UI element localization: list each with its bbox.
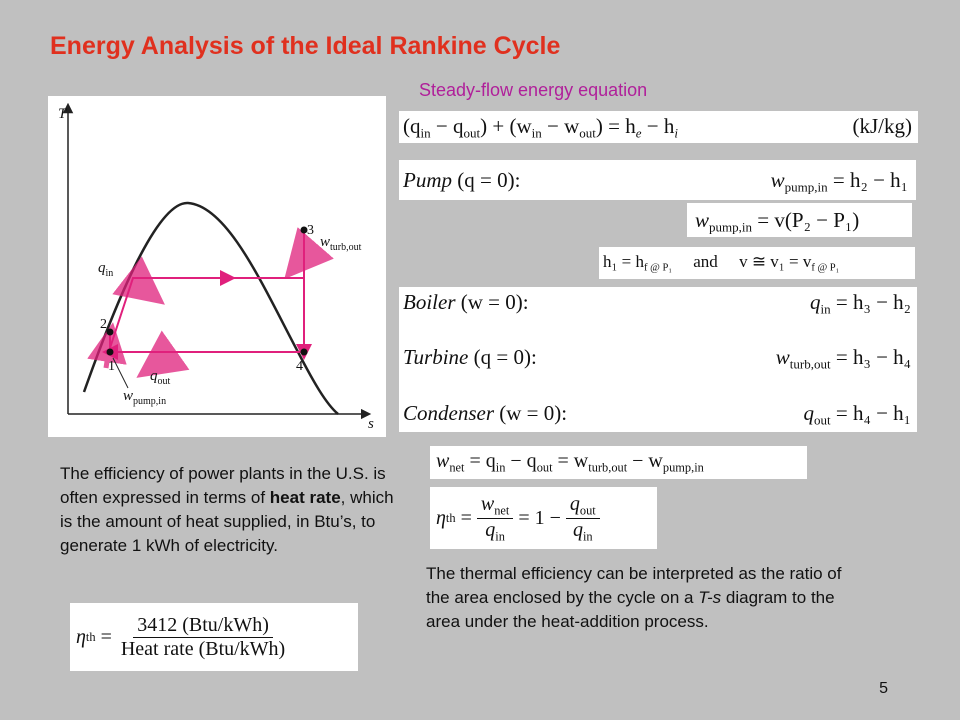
energy-equation-box: (qin − qout) + (win − wout) = he − hi (k… bbox=[399, 111, 918, 143]
slide-subtitle: Steady-flow energy equation bbox=[419, 80, 648, 100]
state-point-2 bbox=[106, 328, 114, 336]
qout-arrow bbox=[136, 330, 190, 378]
heat-rate-paragraph: The efficiency of power plants in the U.… bbox=[60, 464, 394, 555]
wpump-arrow bbox=[87, 322, 127, 369]
qin-arrow bbox=[112, 256, 165, 305]
energy-equation: (qin − qout) + (win − wout) = he − hi bbox=[403, 114, 678, 141]
wnet-equation: wnet = qin − qout = wturb,out − wpump,in bbox=[436, 450, 704, 475]
heat-rate-equation-box: η th = 3412 (Btu/kWh) Heat rate (Btu/kWh) bbox=[70, 603, 358, 671]
efficiency-equation: η th = wnet qin = 1 − qout qin bbox=[436, 491, 600, 545]
t-axis-label: T bbox=[58, 106, 68, 122]
qout-label: qout bbox=[150, 368, 171, 387]
boiler-label: Boiler (w = 0): bbox=[403, 290, 529, 314]
component-equations-box: Boiler (w = 0): qin = h₃ − h₂ Turbine (q… bbox=[399, 287, 917, 432]
s-axis-label: s bbox=[368, 416, 374, 432]
ts-diagram-svg: T s 1 2 3 4 qin qout wturb,out wpump,in bbox=[58, 102, 374, 432]
ts-diagram: T s 1 2 3 4 qin qout wturb,out wpump,in bbox=[48, 96, 386, 437]
heat-rate-fraction: 3412 (Btu/kWh) Heat rate (Btu/kWh) bbox=[120, 613, 286, 660]
wpump-leader bbox=[112, 357, 129, 389]
cycle-boiler bbox=[109, 230, 305, 349]
boiler-rhs: qin = h₃ − h₂ bbox=[810, 290, 911, 317]
wpump-label: wpump,in bbox=[123, 388, 166, 407]
efficiency-fraction-1: wnet qin bbox=[476, 493, 514, 543]
heat-rate-equation: η th = 3412 (Btu/kWh) Heat rate (Btu/kWh) bbox=[76, 607, 289, 667]
wturb-label: wturb,out bbox=[320, 234, 362, 253]
thermal-efficiency-paragraph: The thermal efficiency can be interprete… bbox=[426, 564, 842, 631]
page-number: 5 bbox=[879, 680, 888, 697]
state-label-4: 4 bbox=[296, 359, 303, 374]
energy-units: (kJ/kg) bbox=[852, 114, 913, 138]
slide-title: Energy Analysis of the Ideal Rankine Cyc… bbox=[50, 32, 561, 60]
state-point-1 bbox=[106, 348, 114, 356]
condenser-rhs: qout = h₄ − h₁ bbox=[803, 401, 911, 428]
h1-equation-box: h₁ = hf @ P₁ and v ≅ v₁ = vf @ P₁ bbox=[599, 247, 915, 279]
state-label-2: 2 bbox=[100, 317, 107, 332]
efficiency-fraction-2: qout qin bbox=[565, 493, 600, 543]
h1-equation: h₁ = hf @ P₁ and v ≅ v₁ = vf @ P₁ bbox=[603, 252, 840, 274]
turbine-label: Turbine (q = 0): bbox=[403, 345, 537, 369]
state-point-3 bbox=[300, 226, 308, 234]
state-label-3: 3 bbox=[307, 223, 314, 238]
pump-equation-box: Pump (q = 0): wpump,in = h₂ − h₁ bbox=[399, 160, 916, 200]
qin-label: qin bbox=[98, 260, 113, 279]
state-point-4 bbox=[300, 348, 308, 356]
condenser-label: Condenser (w = 0): bbox=[403, 401, 568, 425]
state-label-1: 1 bbox=[108, 359, 115, 374]
wturb-arrow bbox=[284, 227, 334, 280]
pump-work-equation: wpump,in = v(P₂ − P₁) bbox=[695, 208, 860, 235]
pump-rhs: wpump,in = h₂ − h₁ bbox=[770, 168, 908, 195]
pump-label: Pump (q = 0): bbox=[403, 168, 521, 192]
wnet-equation-box: wnet = qin − qout = wturb,out − wpump,in bbox=[430, 446, 807, 479]
turbine-rhs: wturb,out = h₃ − h₄ bbox=[775, 345, 911, 372]
efficiency-equation-box: η th = wnet qin = 1 − qout qin bbox=[430, 487, 657, 549]
pump-work-box: wpump,in = v(P₂ − P₁) bbox=[687, 203, 912, 237]
